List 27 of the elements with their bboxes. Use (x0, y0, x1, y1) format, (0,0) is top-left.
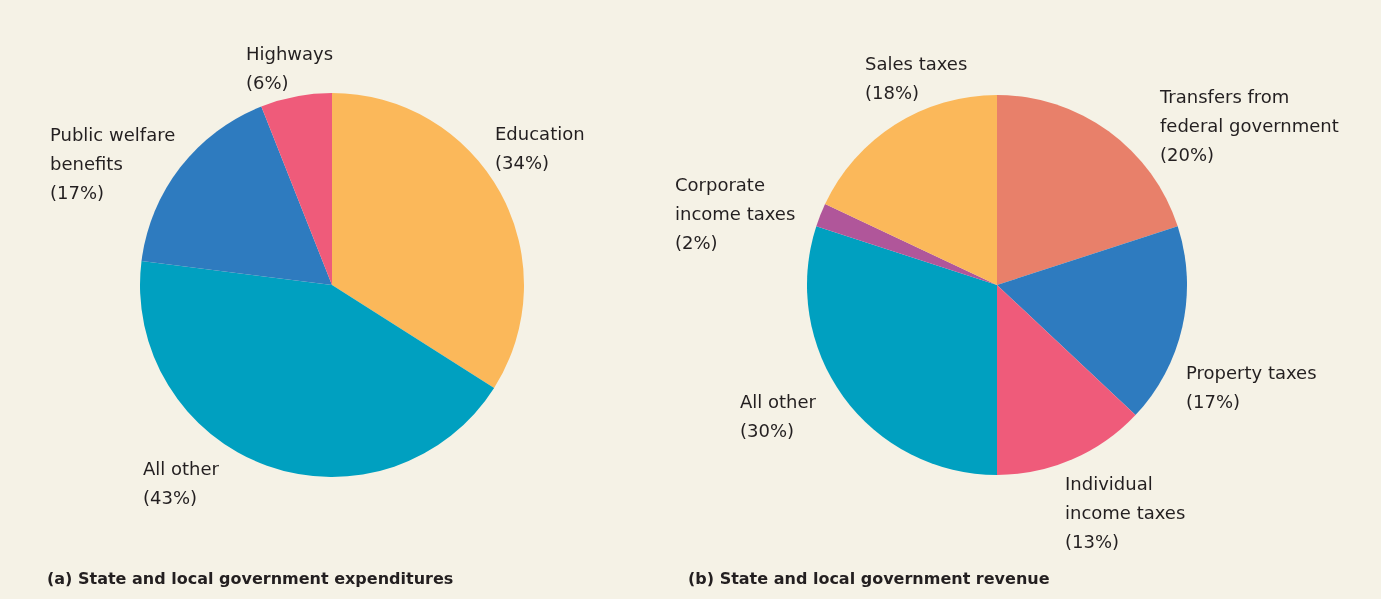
pie-slice (816, 204, 997, 285)
slice-label: Public welfare benefits (50, 124, 176, 174)
text: (a) State and local government expenditures (47, 569, 454, 588)
data-label: (2%) (675, 232, 718, 253)
slice-label: All other (143, 458, 220, 479)
data-label: (17%) (1186, 391, 1241, 412)
data-label: (30%) (740, 420, 795, 441)
data-label: (20%) (1160, 144, 1215, 165)
data-label: (34%) (495, 152, 550, 173)
slice-label: Education (495, 123, 585, 144)
data-label: (43%) (143, 487, 198, 508)
data-label: (6%) (246, 72, 289, 93)
pie-slice (997, 226, 1187, 416)
slice-label: Corporate income taxes (675, 174, 796, 224)
slice-label: Property taxes (1186, 362, 1317, 383)
slice-label: Individual income taxes (1065, 473, 1186, 523)
pie-slice (997, 285, 1136, 475)
data-label: (13%) (1065, 531, 1120, 552)
pie-slice (140, 260, 495, 477)
text: (b) State and local government revenue (688, 569, 1050, 588)
slice-label: Transfers from federal government (1159, 86, 1339, 136)
slice-label: Sales taxes (865, 53, 968, 74)
data-label: (18%) (865, 82, 920, 103)
slice-label: Highways (246, 43, 334, 64)
slice-label: All other (740, 391, 817, 412)
data-label: (17%) (50, 182, 105, 203)
pie-slice (261, 93, 332, 285)
